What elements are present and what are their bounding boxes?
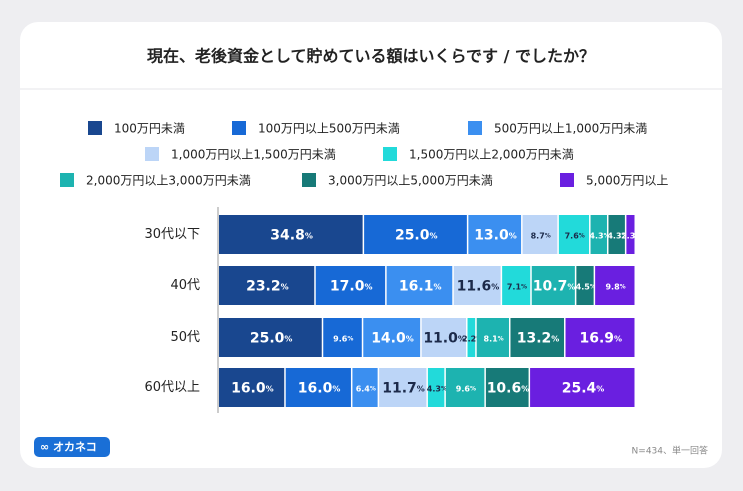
value-label: 9.8% [605,282,625,291]
bar-segment [386,266,453,305]
legend-swatch [383,147,397,161]
value-label: 13.2% [517,331,560,347]
bar-segment [285,368,351,407]
bar-segment [323,318,362,357]
bar-segment [315,266,386,305]
value-label: 16.0% [231,381,274,397]
value-label: 23.2% [246,279,289,295]
bar-segment [531,266,575,305]
bar-segment [364,215,467,254]
value-label: 8.1% [484,334,504,343]
bar-segment [502,266,531,305]
legend-swatch [60,173,74,187]
value-label: 17.0% [330,279,373,295]
value-label: 34.8% [270,228,313,244]
value-label: 4.5% [576,282,596,291]
chart-title: 現在、老後資金として貯めている額はいくらです / でしたか？ [147,47,595,66]
legend-swatch [302,173,316,187]
value-label: 4.3% [427,384,447,393]
bar-segment [219,266,315,305]
value-label: 11.7% [382,381,425,397]
value-label: 16.9% [579,331,622,347]
bar-segment [468,215,522,254]
value-label: 11.0% [423,331,466,347]
legend-swatch [468,121,482,135]
bar-segment [608,215,625,254]
value-label: 11.6% [457,279,500,295]
legend-label: 3,000万円以上5,000万円未満 [328,174,493,188]
bar-segment [522,215,558,254]
bar-segment [530,368,635,407]
bar-segment [453,266,501,305]
value-label: 2.3% [621,231,641,240]
bar-segment [565,318,635,357]
bar-segment [590,215,607,254]
bar-segment [595,266,635,305]
bar-segment [219,215,363,254]
bar-segment [445,368,485,407]
bar-segment [421,318,467,357]
legend-label: 500万円以上1,000万円未満 [494,122,647,136]
value-label: 16.1% [399,279,442,295]
bar-segment [485,368,529,407]
legend-label: 100万円以上500万円未満 [258,122,400,136]
legend-swatch [145,147,159,161]
logo-badge [34,437,110,457]
bar-segment [510,318,565,357]
value-label: 9.6% [456,384,476,393]
value-label: 10.7% [533,279,576,295]
note: N=434、単一回答 [632,445,708,457]
value-label: 8.7% [531,231,551,240]
logo: ∞ オカネコ [40,441,97,454]
legend-swatch [88,121,102,135]
bar-segment [352,368,378,407]
value-label: 25.0% [395,228,438,244]
value-label: 13.0% [474,228,517,244]
legend-label: 1,500万円以上2,000万円未満 [409,148,574,162]
bar-segment [576,266,594,305]
bar-segment [363,318,421,357]
bar-segment [427,368,445,407]
category-label: 40代 [170,278,200,293]
legend-swatch [232,121,246,135]
value-label: 9.6% [333,334,353,343]
bar-segment [379,368,427,407]
value-label: 4.3% [607,231,627,240]
category-label: 50代 [170,330,200,345]
bar-segment [219,318,322,357]
legend-label: 5,000万円以上 [586,174,668,188]
value-label: 10.6% [487,381,530,397]
value-label: 6.4% [356,384,376,393]
bar-segment [476,318,509,357]
legend-label: 100万円未満 [114,122,185,136]
bar-segment [558,215,590,254]
value-label: 4.3% [589,231,609,240]
value-label: 25.0% [250,331,293,347]
value-label: 16.0% [298,381,341,397]
legend-label: 2,000万円以上3,000万円未満 [86,174,251,188]
value-label: 7.6% [565,231,585,240]
bar-segment [219,368,285,407]
category-label: 30代以下 [144,227,200,242]
legend-label: 1,000万円以上1,500万円未満 [171,148,336,162]
category-label: 60代以上 [144,380,200,395]
value-label: 14.0% [371,331,414,347]
bar-segment [467,318,476,357]
legend-swatch [560,173,574,187]
bar-segment [626,215,635,254]
value-label: 25.4% [562,381,605,397]
value-label: 7.1% [507,282,527,291]
